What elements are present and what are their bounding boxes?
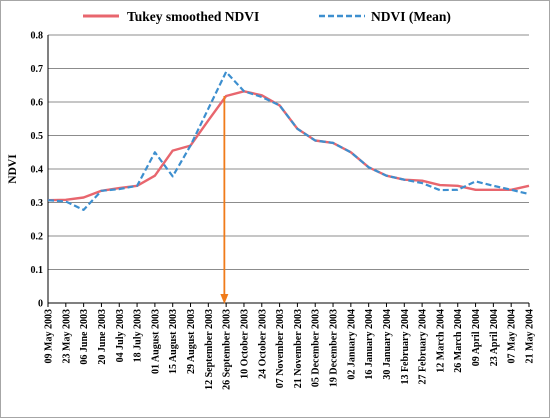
x-tick-label: 10 October 2003 — [239, 309, 250, 379]
x-tick-label: 05 December 2003 — [311, 309, 322, 387]
x-tick-label: 18 July 2003 — [133, 309, 144, 362]
x-tick-label: 23 May 2003 — [61, 309, 72, 363]
x-tick-label: 13 February 2004 — [400, 309, 411, 385]
x-tick-label: 29 August 2003 — [186, 309, 197, 374]
y-axis-title: NDVI — [7, 154, 19, 184]
y-tick-label: 0.8 — [31, 31, 44, 42]
x-tick-label: 12 March 2004 — [435, 309, 446, 373]
x-tick-label: 27 February 2004 — [418, 309, 429, 385]
x-tick-label: 12 September 2003 — [204, 309, 215, 390]
x-tick-label: 16 January 2004 — [364, 309, 375, 380]
y-tick-label: 0.2 — [31, 232, 44, 243]
y-tick-label: 0.4 — [31, 165, 44, 176]
x-tick-label: 26 September 2003 — [222, 309, 233, 390]
y-tick-label: 0.3 — [31, 198, 44, 209]
x-tick-label: 21 May 2004 — [525, 309, 536, 363]
x-tick-label: 01 August 2003 — [150, 309, 161, 374]
x-tick-label: 09 May 2003 — [44, 309, 55, 363]
x-tick-label: 07 November 2003 — [275, 309, 286, 388]
y-tick-label: 0.7 — [31, 64, 44, 75]
x-tick-label: 02 January 2004 — [346, 309, 357, 380]
x-tick-label: 23 April 2004 — [489, 309, 500, 366]
x-tick-label: 06 June 2003 — [79, 309, 90, 365]
x-tick-label: 04 July 2003 — [115, 309, 126, 362]
x-tick-label: 24 October 2003 — [257, 309, 268, 379]
y-tick-label: 0.1 — [31, 265, 44, 276]
legend-label: NDVI (Mean) — [371, 9, 451, 24]
y-tick-label: 0.5 — [31, 131, 44, 142]
x-tick-label: 30 January 2004 — [382, 309, 393, 380]
x-tick-label: 20 June 2003 — [97, 309, 108, 365]
y-tick-label: 0 — [38, 299, 43, 310]
x-tick-label: 09 April 2004 — [471, 309, 482, 366]
y-tick-label: 0.6 — [31, 98, 44, 109]
x-tick-label: 21 November 2003 — [293, 309, 304, 388]
x-tick-label: 07 May 2004 — [507, 309, 518, 363]
x-tick-label: 26 March 2004 — [453, 309, 464, 373]
x-tick-label: 19 December 2003 — [329, 309, 340, 387]
legend-label: Tukey smoothed NDVI — [127, 9, 259, 24]
series-line-tukey-smoothed — [47, 90, 530, 202]
series-line-ndvi-mean — [47, 70, 530, 211]
x-tick-label: 15 August 2003 — [168, 309, 179, 374]
arrow-head — [220, 294, 229, 304]
